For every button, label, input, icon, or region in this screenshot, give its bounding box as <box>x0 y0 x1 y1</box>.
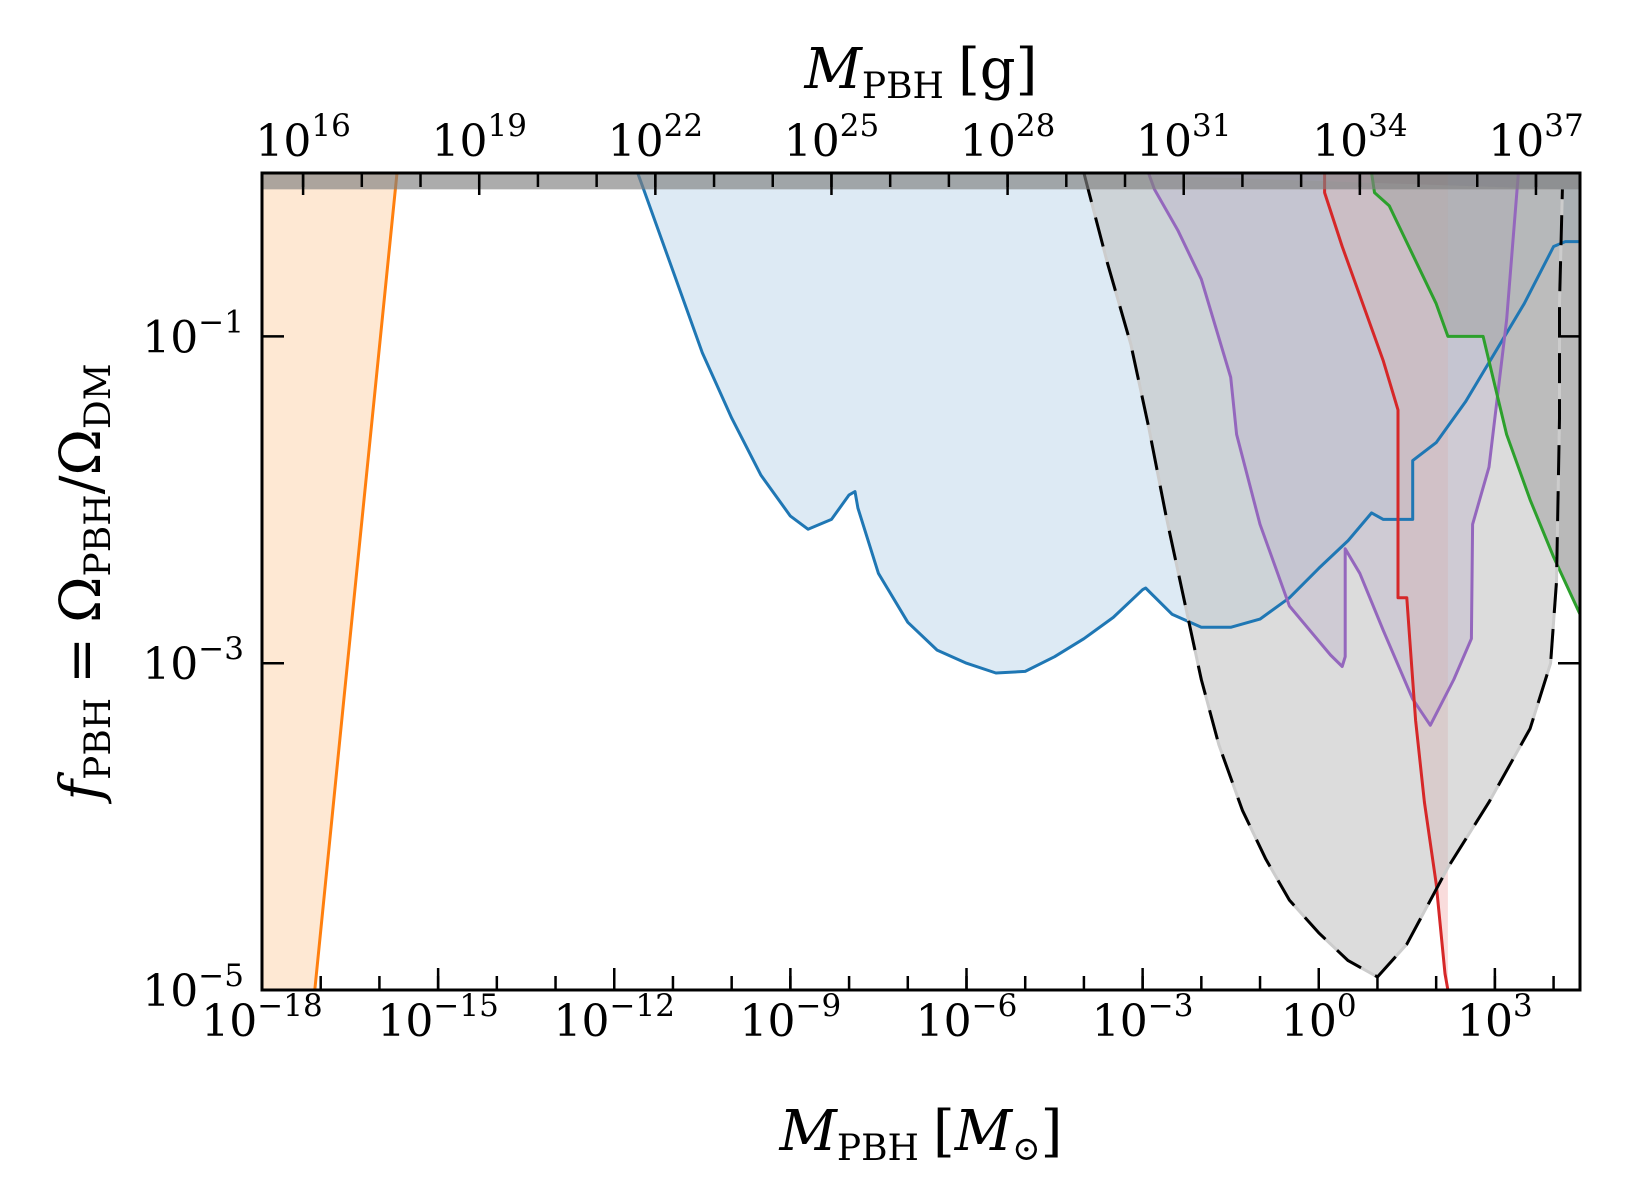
x-top-tick-label: 1034 <box>1312 108 1407 167</box>
x-top-tick-label: 1016 <box>255 108 350 167</box>
x-axis-title-top: MPBH [g] <box>804 37 1038 107</box>
x-top-tick-label: 1022 <box>608 108 703 167</box>
y-tick-label: 10−1 <box>142 304 244 363</box>
x-top-tick-label: 1025 <box>784 108 879 167</box>
top-exclusion-band <box>262 173 1580 190</box>
x-bottom-tick-label: 103 <box>1457 988 1533 1047</box>
axis-ticks <box>260 173 1580 992</box>
series-3-line <box>1323 173 1450 990</box>
series-0-region <box>262 173 397 990</box>
x-top-tick-label: 1037 <box>1488 108 1583 167</box>
x-top-tick-label: 1019 <box>431 108 526 167</box>
series-4-line <box>1370 173 1580 615</box>
top-band-rect <box>262 173 1580 190</box>
x-bottom-tick-label: 10−18 <box>201 988 322 1047</box>
x-bottom-tick-label: 10−6 <box>916 988 1018 1047</box>
series-1-line <box>636 173 1580 675</box>
constraint-lines <box>313 173 1580 990</box>
x-top-tick-label: 1031 <box>1136 108 1231 167</box>
constraint-fills <box>262 173 1580 990</box>
x-axis-title-bottom: MPBH [M⊙] <box>779 1099 1063 1169</box>
y-tick-label: 10−3 <box>142 631 244 690</box>
series-5-line <box>1082 173 1564 979</box>
plot-frame <box>260 171 1582 992</box>
x-top-tick-label: 1028 <box>960 108 1055 167</box>
series-2-line <box>1147 173 1520 727</box>
x-bottom-tick-label: 10−3 <box>1092 988 1194 1047</box>
y-axis-title: fPBH=ΩPBH/ΩDM <box>49 363 119 804</box>
x-bottom-tick-label: 100 <box>1281 988 1357 1047</box>
axis-tick-labels: 10−18 10−15 10−12 10−9 10−6 10−3 100 103 1016 101… <box>142 108 1583 1047</box>
x-bottom-tick-label: 10−12 <box>554 988 675 1047</box>
series-5-region <box>1083 173 1563 977</box>
x-bottom-tick-label: 10−9 <box>740 988 842 1047</box>
x-bottom-tick-label: 10−15 <box>377 988 498 1047</box>
y-tick-label: 10−5 <box>142 958 244 1017</box>
series-0-line <box>313 173 399 990</box>
